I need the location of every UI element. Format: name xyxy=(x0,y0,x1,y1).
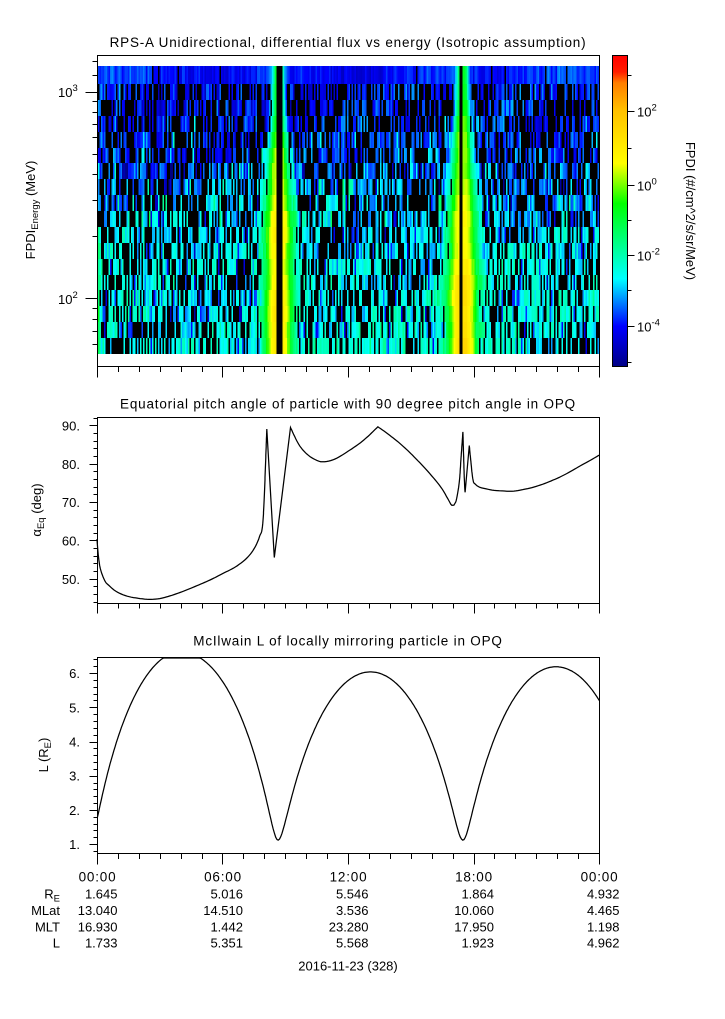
svg-text:Equatorial pitch angle of part: Equatorial pitch angle of particle with … xyxy=(120,397,576,412)
svg-text:60.: 60. xyxy=(62,533,80,548)
svg-text:RPS-A Unidirectional, differen: RPS-A Unidirectional, differential flux … xyxy=(110,35,587,50)
svg-text:McIlwain L of locally mirrorin: McIlwain L of locally mirroring particle… xyxy=(193,634,502,649)
svg-text:80.: 80. xyxy=(62,457,80,472)
svg-text:3.: 3. xyxy=(69,769,80,784)
svg-text:10-2: 10-2 xyxy=(637,247,660,264)
svg-text:50.: 50. xyxy=(62,572,80,587)
svg-text:102: 102 xyxy=(58,290,78,307)
svg-text:103: 103 xyxy=(58,83,78,100)
svg-text:102: 102 xyxy=(637,103,657,120)
svg-text:10-4: 10-4 xyxy=(637,318,660,335)
svg-text:100: 100 xyxy=(637,177,657,194)
svg-text:1.: 1. xyxy=(69,837,80,852)
svg-text:70.: 70. xyxy=(62,495,80,510)
svg-text:2.: 2. xyxy=(69,803,80,818)
svg-text:90.: 90. xyxy=(62,418,80,433)
